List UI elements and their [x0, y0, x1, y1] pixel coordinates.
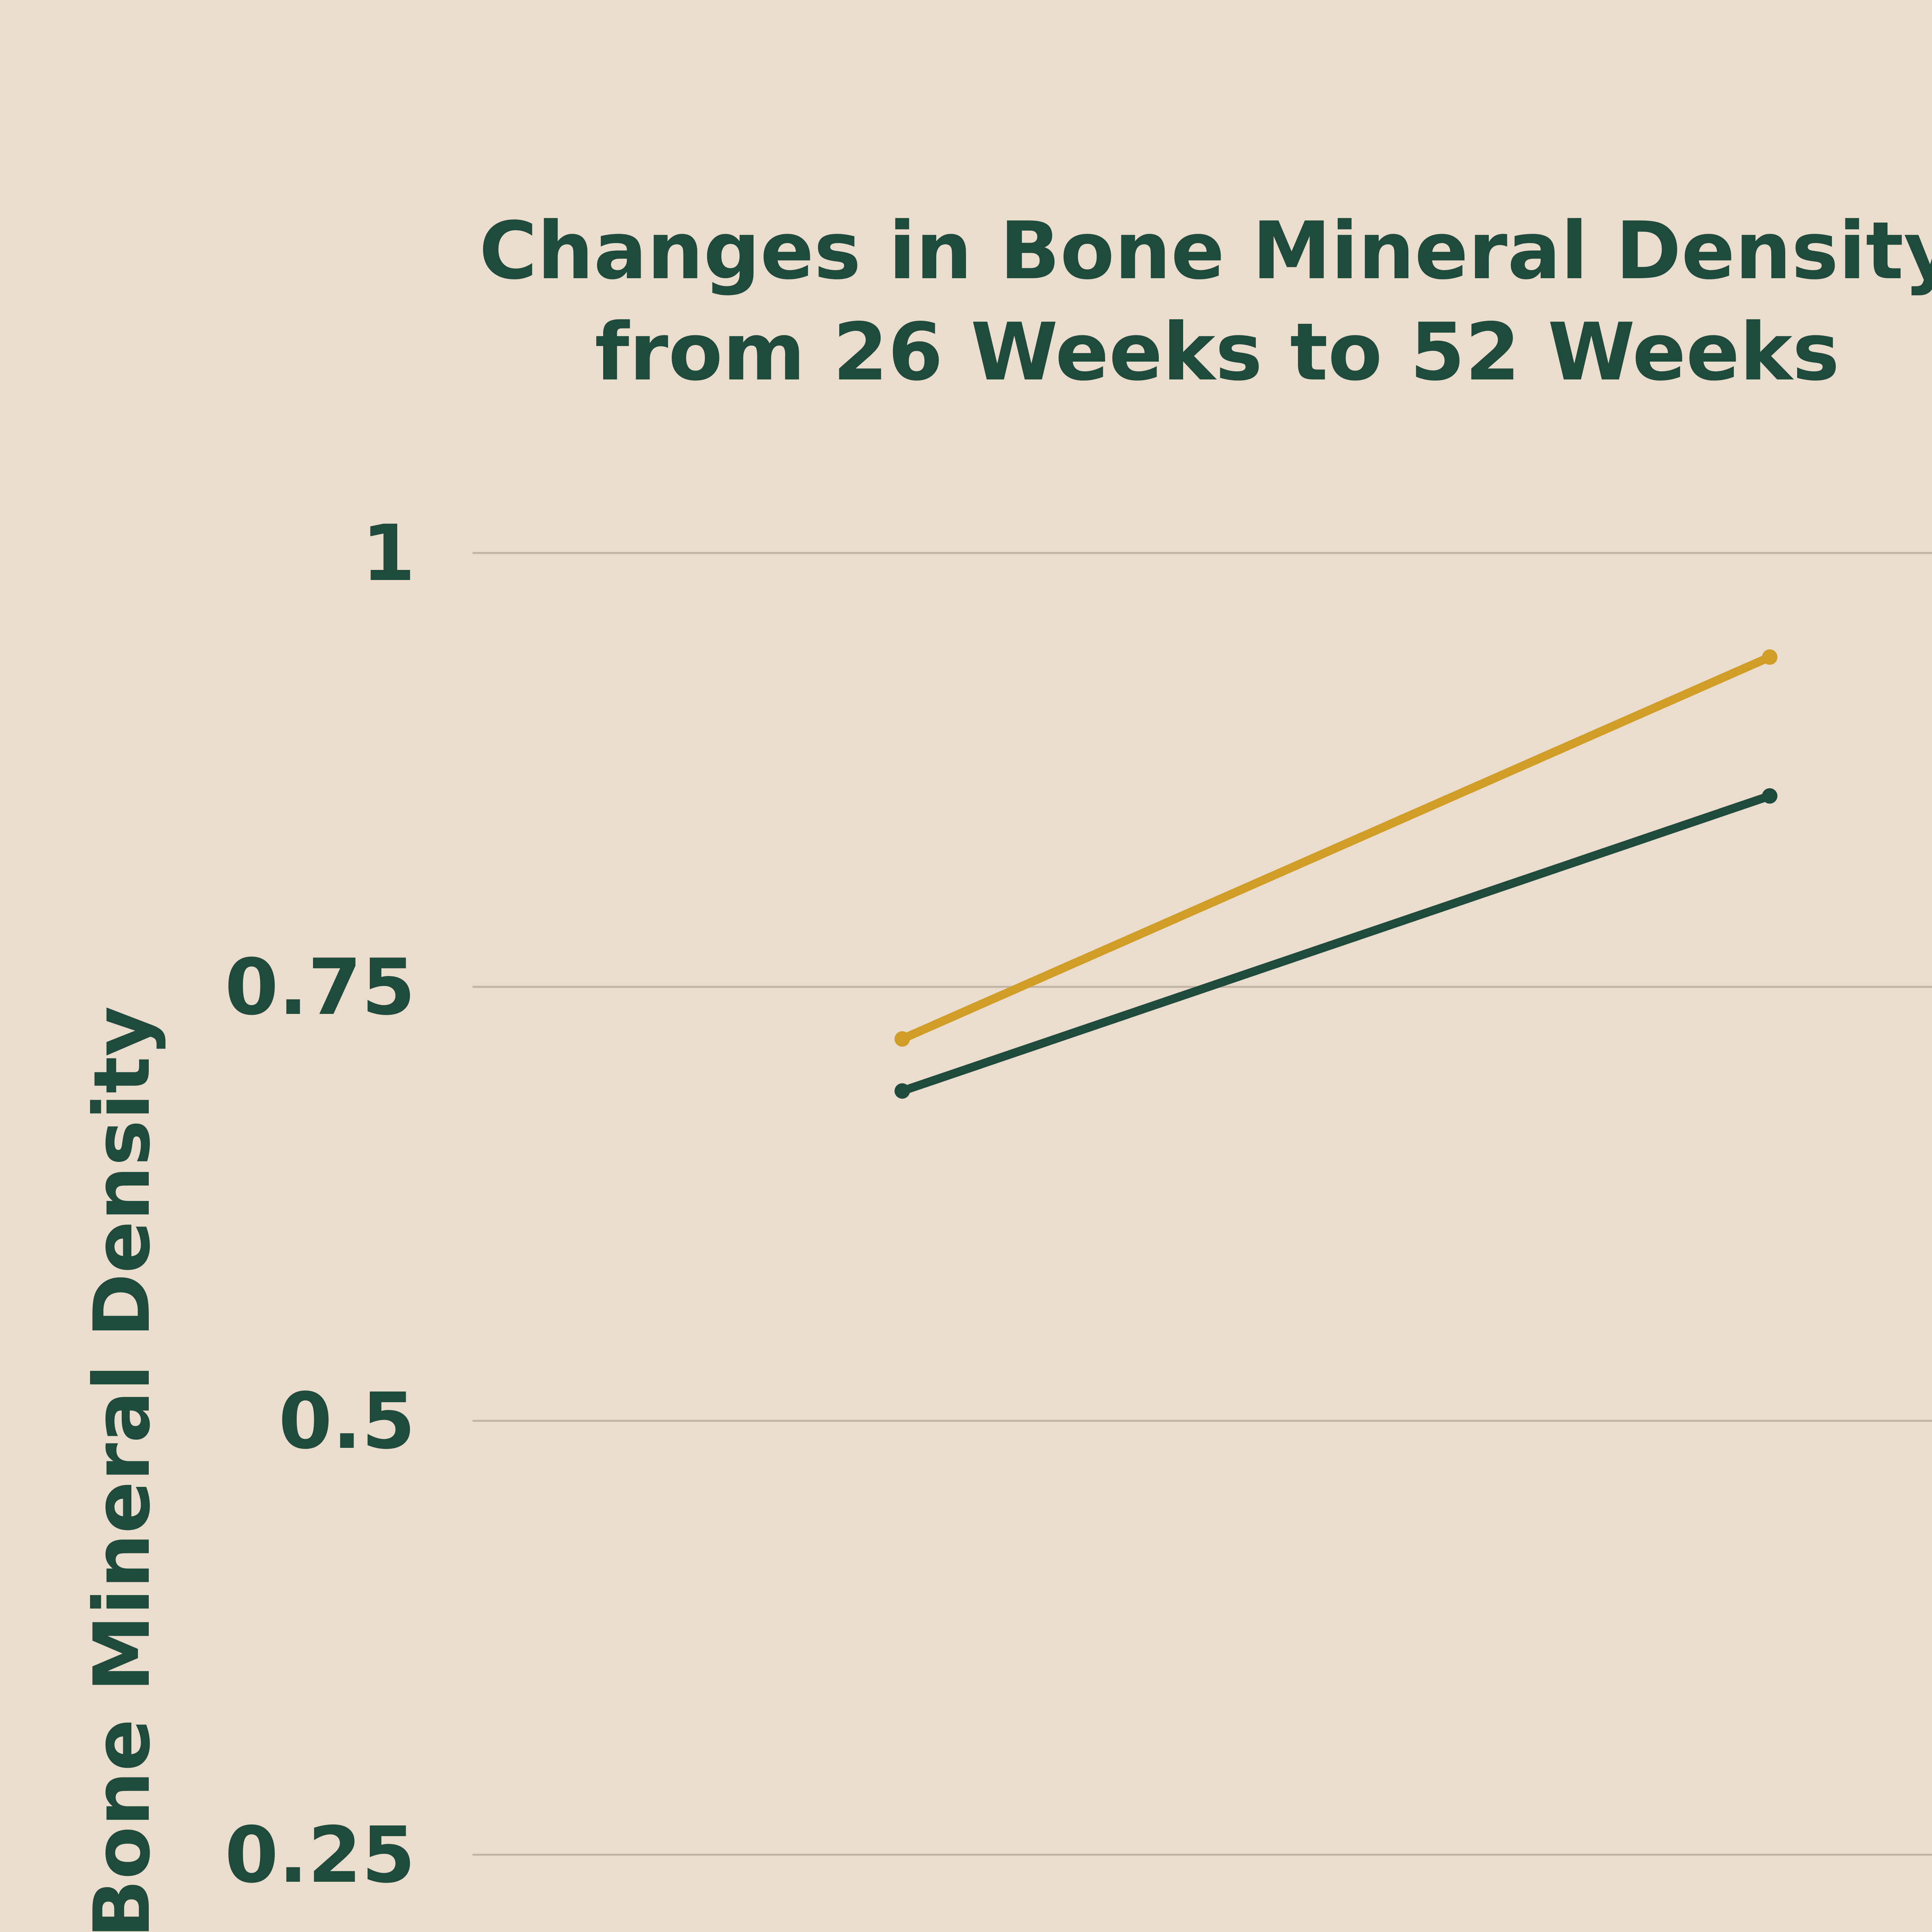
- data-series-layer: [895, 649, 1777, 1099]
- y-tick-label: 0.75: [225, 942, 415, 1032]
- chart-title-line1: Changes in Bone Mineral Density: [479, 205, 1932, 297]
- data-point: [895, 1083, 910, 1099]
- series-line: [898, 791, 1774, 1095]
- y-tick-label: 1: [362, 509, 415, 599]
- y-axis-title: Bone Mineral Density: [77, 1006, 167, 1932]
- y-tick-label-layer: 10.750.50.250: [225, 509, 415, 1900]
- chart-title-line2: from 26 Weeks to 52 Weeks: [595, 306, 1839, 398]
- data-point: [1762, 649, 1777, 665]
- y-tick-label: 0.5: [279, 1376, 415, 1466]
- y-tick-label: 0.25: [225, 1810, 415, 1900]
- gridline-layer: [473, 552, 1932, 1856]
- data-point: [1762, 788, 1777, 804]
- series-line: [898, 653, 1774, 1043]
- data-point: [895, 1031, 910, 1047]
